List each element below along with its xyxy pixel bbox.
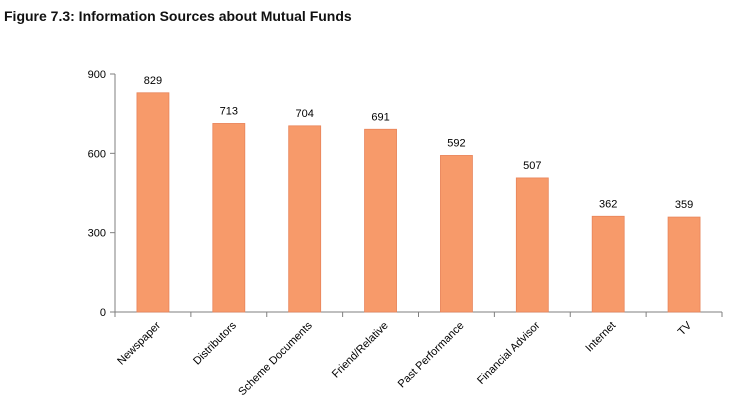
bar-distributors	[212, 123, 246, 313]
data-label: 704	[296, 108, 314, 120]
data-label: 507	[523, 160, 541, 172]
x-tick-label: Newspaper	[115, 319, 163, 367]
x-tick-label: Internet	[583, 320, 618, 355]
data-label: 592	[447, 137, 465, 149]
data-label: 691	[371, 111, 389, 123]
data-label: 829	[144, 75, 162, 87]
x-tick-label: Financial Advisor	[475, 319, 543, 387]
bar-internet	[591, 215, 625, 313]
x-tick-label: Distributors	[191, 319, 239, 367]
data-label: 362	[599, 198, 617, 210]
y-tick-label: 300	[88, 228, 106, 240]
chart-axes: 0 300 600 900	[88, 69, 723, 319]
x-tick-label: Scheme Documents	[236, 319, 315, 398]
x-tick-label: TV	[676, 319, 695, 338]
bar-newspaper	[136, 92, 170, 313]
x-tick-label: Friend/Relative	[330, 320, 391, 381]
bar-tv	[667, 216, 701, 313]
y-tick-label: 0	[100, 307, 106, 319]
x-tick-label: Past Performance	[396, 320, 467, 391]
data-label: 359	[675, 199, 693, 211]
y-tick-label: 900	[88, 69, 106, 81]
bar-past-performance	[440, 155, 473, 313]
bar-scheme-documents	[288, 125, 322, 313]
y-tick-label: 600	[88, 148, 106, 160]
bar-financial-advisor	[515, 177, 549, 313]
data-label: 713	[220, 105, 238, 117]
chart-title: Figure 7.3: Information Sources about Mu…	[4, 8, 352, 24]
chart-bars	[136, 92, 701, 313]
bar-friend-relative	[364, 128, 397, 313]
